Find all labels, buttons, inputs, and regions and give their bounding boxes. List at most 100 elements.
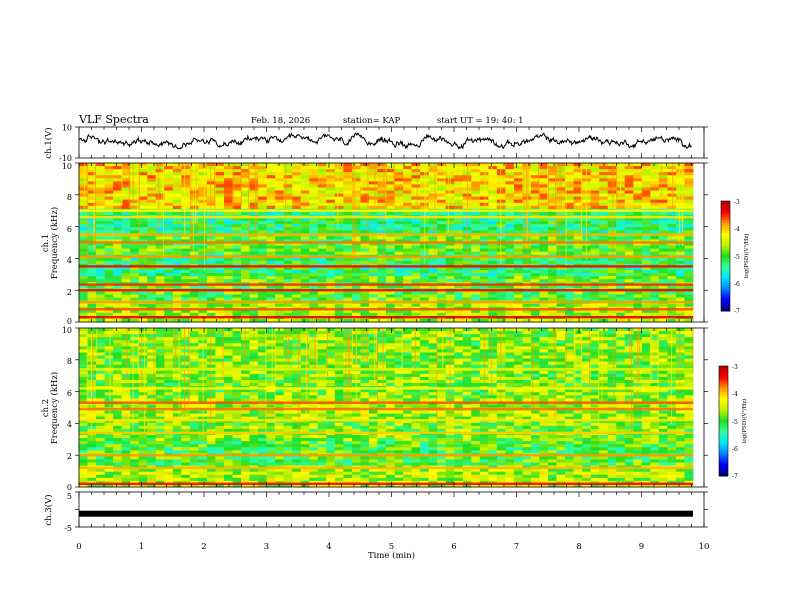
ch1-spectrogram-cell [121,260,131,265]
ch1-colorbar-segment [721,267,730,270]
ch1-spectrogram-cell [368,285,378,289]
ch1-spectrogram-cell [479,257,489,262]
ch1-spectrogram-cell [471,309,481,314]
ch1-spectrogram-cell [275,172,285,176]
ch1-spectrogram-cell [428,236,438,240]
ch1-spectrogram-cell [215,166,225,170]
ch1-spectrogram-cell [130,309,140,314]
ch1-spectrogram-cell [249,166,259,170]
ch1-spectrogram-cell [377,276,387,280]
ch1-spectrogram-cell [599,211,609,216]
ch1-spectrogram-cell [326,273,336,277]
ch1-spectrogram-cell [445,260,455,265]
ch2-spectrogram-cell [266,355,276,359]
ch1-spectrogram-cell [607,273,617,277]
ch2-spectrogram-cell [138,349,148,353]
ch1-spectrogram-cell [539,257,549,262]
ch1-colorbar-segment [721,271,730,274]
ch1-spectrogram-cell [420,285,430,289]
ch1-spectrogram-cell [292,202,302,207]
ch1-spectrogram-cell [309,291,319,295]
ch1-spectrogram-cell [309,248,319,253]
ch1-spectrogram-cell [368,227,378,231]
ch1-spectrogram-cell [79,239,88,243]
ch1-spectrogram-cell [513,211,523,216]
ch1-spectrogram-cell [351,279,361,283]
ch1-spectrogram-cell [454,175,464,179]
ch1-spectrogram-cell [428,190,438,194]
ch1-spectrogram-cell [360,175,370,179]
ch1-spectrogram-cell [590,312,600,317]
ch1-spectrogram-cell [624,211,634,216]
ch2-spectrogram-cell [462,343,472,347]
ch2-spectrogram-cell [283,334,293,338]
ch1-spectrogram-cell [232,199,242,204]
ch1-spectrogram-cell [377,172,387,176]
ch1-spectrogram-cell [616,297,626,301]
ch1-spectrogram-cell [215,199,225,204]
ch1-spectrogram-cell [377,242,387,246]
ch1-spectrogram-cell [590,251,600,256]
ch1-spectrogram-cell [343,187,353,191]
ch1-spectrogram-cell [650,196,660,201]
ch2-spectrogram-cell [573,328,583,332]
ch1-spectrogram-cell [96,248,105,253]
ch1-spectrogram-cell [172,166,182,170]
ch1-spectrogram-cell [79,279,88,283]
ch1-spectrogram-cell [454,266,464,271]
ch1-spectrogram-cell [121,273,131,277]
ch1-spectrogram-cell [548,178,557,182]
ch2-spectrogram-cell [428,355,438,359]
ch1-spectrogram-cell [164,279,174,283]
ch2-spectrogram-cell [428,358,438,363]
ch1-spectrogram-cell [377,294,387,298]
ch2-spectrogram-cell [650,331,660,335]
ch2-spectrogram-cell [266,340,276,344]
ch1-spectrogram-cell [454,202,464,207]
ch1-spectrogram-cell [437,221,447,225]
ch1-spectrogram-cell [343,248,353,253]
ch1-spectrogram-cell [496,303,506,308]
ch1-spectrogram-cell [607,166,617,170]
ch1-spectrogram-cell [548,291,557,295]
ch1-spectrogram-cell [351,181,361,185]
ch1-spectrogram-cell [496,211,506,216]
ch1-spectrogram-cell [548,273,557,277]
ch1-spectrogram-cell [684,291,694,295]
ch1-spectrogram-cell [309,257,319,262]
ch1-spectrogram-cell [334,187,344,191]
ch2-spectrogram-cell [590,358,600,363]
ch1-spectrogram-cell [266,297,276,301]
ch1-spectrogram-cell [496,184,506,188]
ch1-spectrogram-cell [633,239,643,243]
ch1-spectrogram-cell [684,245,694,250]
ch1-spectrogram-cell [172,245,182,250]
ch1-spectrogram-cell [138,279,148,283]
ch1-spectrogram-cell [198,239,208,243]
ch1-spectrogram-cell [189,266,199,271]
ch1-spectrogram-cell [96,196,105,201]
ch1-spectrogram-cell [300,291,310,295]
ch1-spectrogram-cell [351,236,361,240]
ch1-spectrogram-cell [616,309,626,314]
ch1-spectrogram-cell [454,184,464,188]
ch1-spectrogram-cell [658,236,668,240]
ch1-spectrogram-cell [505,163,515,167]
ch2-spectrogram-cell [172,337,182,341]
ch1-spectrogram-cell [641,202,651,207]
ch1-spectrogram-cell [403,181,412,185]
ch1-spectrogram-cell [164,273,174,277]
ch1-spectrogram-cell [565,175,575,179]
ch1-spectrogram-cell [658,294,668,298]
ch1-spectrogram-cell [334,245,344,250]
ch1-spectrogram-cell [565,312,575,317]
ch2-spectrogram-cell [641,340,651,344]
ch1-spectrogram-cell [565,266,575,271]
ch1-spectrogram-cell [130,218,140,222]
ch2-spectrogram-cell [403,328,412,332]
ch1-spectrogram-cell [249,181,259,185]
ch1-spectrogram-cell [104,166,114,170]
ch1-spectrogram-cell [411,169,421,173]
ch1-spectrogram-cell [130,187,140,191]
ch1-spectrogram-cell [189,202,199,207]
